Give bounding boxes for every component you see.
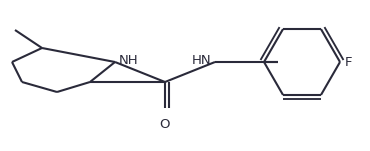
Text: HN: HN [191, 53, 211, 66]
Text: O: O [160, 118, 170, 131]
Text: F: F [345, 56, 353, 69]
Text: NH: NH [119, 53, 139, 66]
